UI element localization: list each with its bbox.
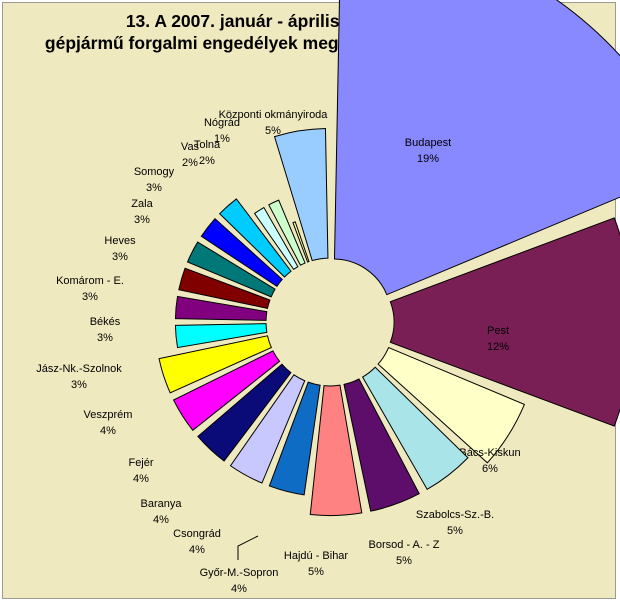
slice-value-14: 3% [82,291,98,303]
pie-slice-20 [292,221,310,263]
slice-value-8: 4% [189,544,205,556]
slice-label-14: Komárom - E. [56,275,124,287]
slice-value-12: 3% [71,379,87,391]
slice-value-5: 5% [396,555,412,567]
slice-value-19: 2% [199,155,215,167]
slice-value-9: 4% [153,514,169,526]
slice-label-21: Központi okmányiroda [219,109,329,121]
pie-slice-2 [389,217,620,427]
slice-label-20: Nógrád [204,117,240,129]
pie-slice-19 [268,199,306,266]
slice-label-12: Jász-Nk.-Szolnok [36,363,122,375]
pie-slice-1 [333,0,620,296]
slice-label-18: Vas [181,141,200,153]
pie-slice-17 [218,198,292,278]
pie-slice-8 [229,374,306,484]
slice-label-9: Baranya [141,498,183,510]
pie-slice-12 [174,323,268,349]
slice-value-1: 19% [417,153,439,165]
pie-slice-11 [158,335,273,394]
pie-slice-5 [343,378,420,512]
slice-label-4: Szabolcs-Sz.-B. [416,509,494,521]
slice-label-2: Pest [487,325,509,337]
pie-slice-16 [200,217,283,288]
slice-value-18: 2% [182,157,198,169]
slice-value-10: 4% [133,473,149,485]
slice-label-17: Somogy [134,166,175,178]
pie-slice-9 [197,363,292,462]
pie-slice-10 [172,350,281,432]
slice-value-16: 3% [134,214,150,226]
slice-value-4: 5% [447,525,463,537]
slice-label-19: Tolna [194,139,221,151]
slice-label-11: Veszprém [84,409,133,421]
slice-label-3: Bács-Kiskun [459,447,520,459]
slice-label-10: Fejér [128,457,153,469]
slice-value-15: 3% [112,251,128,263]
slice-label-8: Csongrád [173,528,221,540]
slice-value-6: 5% [308,566,324,578]
slice-label-15: Heves [104,235,136,247]
slice-value-21: 5% [265,125,281,137]
pie-slice-3 [377,346,526,464]
slice-label-16: Zala [131,198,153,210]
pie-slice-13 [174,295,268,321]
leader-line [237,535,259,560]
slice-value-20: 1% [214,133,230,145]
pie-slice-7 [268,381,321,496]
slice-value-7: 4% [231,583,247,595]
pie-slice-21 [273,128,329,262]
slice-label-5: Borsod - A. - Z [369,539,440,551]
pie-slice-18 [253,206,299,271]
slice-label-1: Budapest [405,137,451,149]
pie-slice-6 [309,384,363,517]
pie-slice-4 [361,366,469,491]
slice-value-11: 4% [100,425,116,437]
slice-label-7: Győr-M.-Sopron [200,567,279,579]
slice-value-3: 6% [482,463,498,475]
slice-value-2: 12% [487,341,509,353]
slice-label-13: Békés [90,316,121,328]
slice-label-6: Hajdú - Bihar [284,550,349,562]
slice-value-17: 3% [146,182,162,194]
pie-slice-14 [178,267,271,309]
pie-slice-15 [186,241,276,298]
slice-value-13: 3% [97,332,113,344]
